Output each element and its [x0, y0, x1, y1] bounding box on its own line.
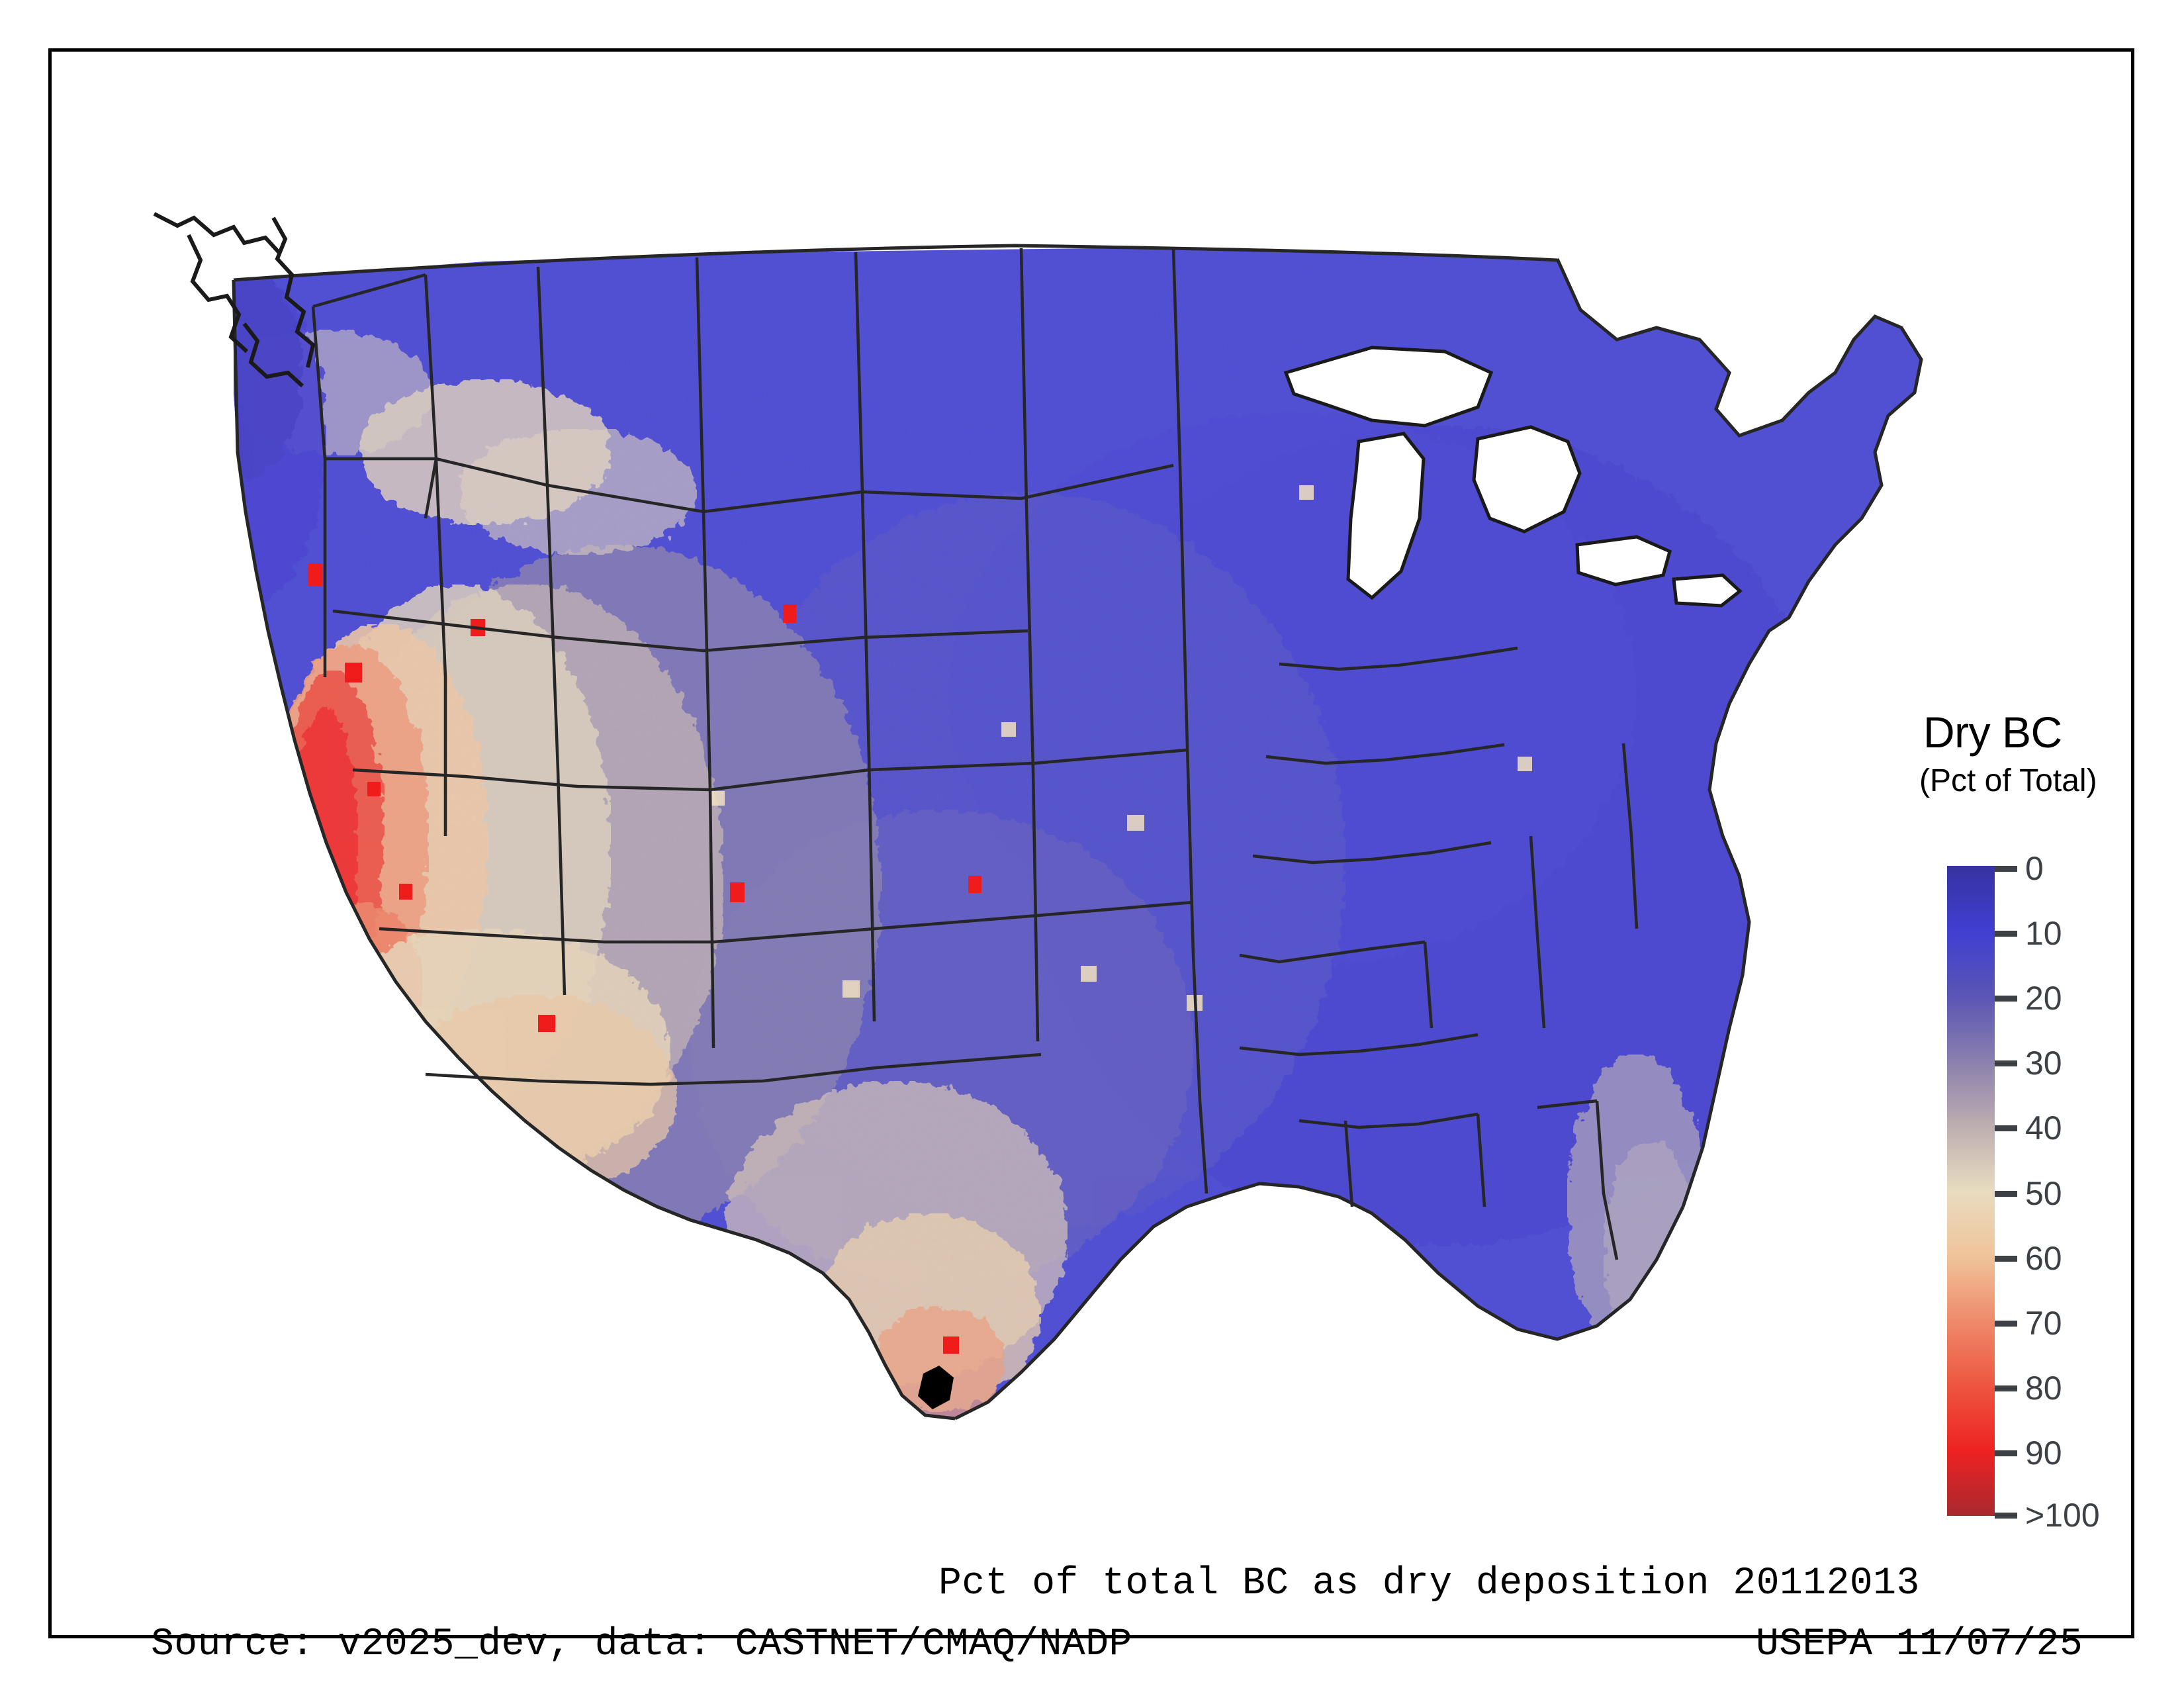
figure-frame: Dry BC (Pct of Total) — [48, 48, 2134, 1666]
state-borders — [232, 244, 1923, 1421]
colorbar-tick-70 — [1995, 1321, 2017, 1327]
agency-datestamp: USEPA 11/07/25 — [1756, 1623, 2083, 1666]
source-credit: Source: v2025_dev, data: CASTNET/CMAQ/NA… — [151, 1623, 1132, 1666]
colorbar-tick-30 — [1995, 1060, 2017, 1066]
raster-field — [234, 248, 1921, 1419]
figure-caption: Pct of total BC as dry deposition 201120… — [938, 1562, 1920, 1605]
conus-deposition-raster — [153, 212, 1923, 1421]
warm-pixel-cluster — [710, 485, 1532, 1011]
colorbar-label-30: 30 — [2025, 1045, 2062, 1082]
colorbar-tick-90 — [1995, 1450, 2017, 1456]
colorbar-tick-0 — [1995, 866, 2017, 872]
colorbar-tick-40 — [1995, 1125, 2017, 1131]
colorbar-label-80: 80 — [2025, 1370, 2062, 1407]
colorbar-label-10: 10 — [2025, 915, 2062, 952]
colorbar-gradient — [1947, 866, 1995, 1516]
map-canvas — [114, 174, 1961, 1491]
great-lakes — [1283, 346, 1743, 608]
canada-coastline — [153, 212, 316, 388]
laguna-madre-feature — [918, 1366, 954, 1409]
colorbar-tick-20 — [1995, 996, 2017, 1002]
colorbar-label-70: 70 — [2025, 1305, 2062, 1342]
colorbar-tick-100 — [1995, 1513, 2017, 1519]
hot-pixel-cluster — [308, 563, 981, 1354]
colorbar-label-over100: >100 — [2025, 1497, 2100, 1534]
legend-panel: Dry BC (Pct of Total) — [1898, 707, 2183, 1548]
colorbar-label-0: 0 — [2025, 850, 2044, 887]
colorbar-tick-80 — [1995, 1385, 2017, 1391]
colorbar-label-20: 20 — [2025, 980, 2062, 1017]
colorbar-label-60: 60 — [2025, 1240, 2062, 1277]
colorbar-tick-10 — [1995, 931, 2017, 937]
legend-title: Dry BC — [1923, 708, 2062, 757]
colorbar-tick-50 — [1995, 1191, 2017, 1197]
colorbar: 0 10 20 30 40 50 60 70 80 90 >100 — [1947, 850, 2100, 1534]
legend-subtitle: (Pct of Total) — [1919, 763, 2097, 798]
colorbar-label-40: 40 — [2025, 1109, 2062, 1147]
colorbar-label-50: 50 — [2025, 1175, 2062, 1212]
colorbar-label-90: 90 — [2025, 1434, 2062, 1472]
colorbar-tick-60 — [1995, 1256, 2017, 1262]
